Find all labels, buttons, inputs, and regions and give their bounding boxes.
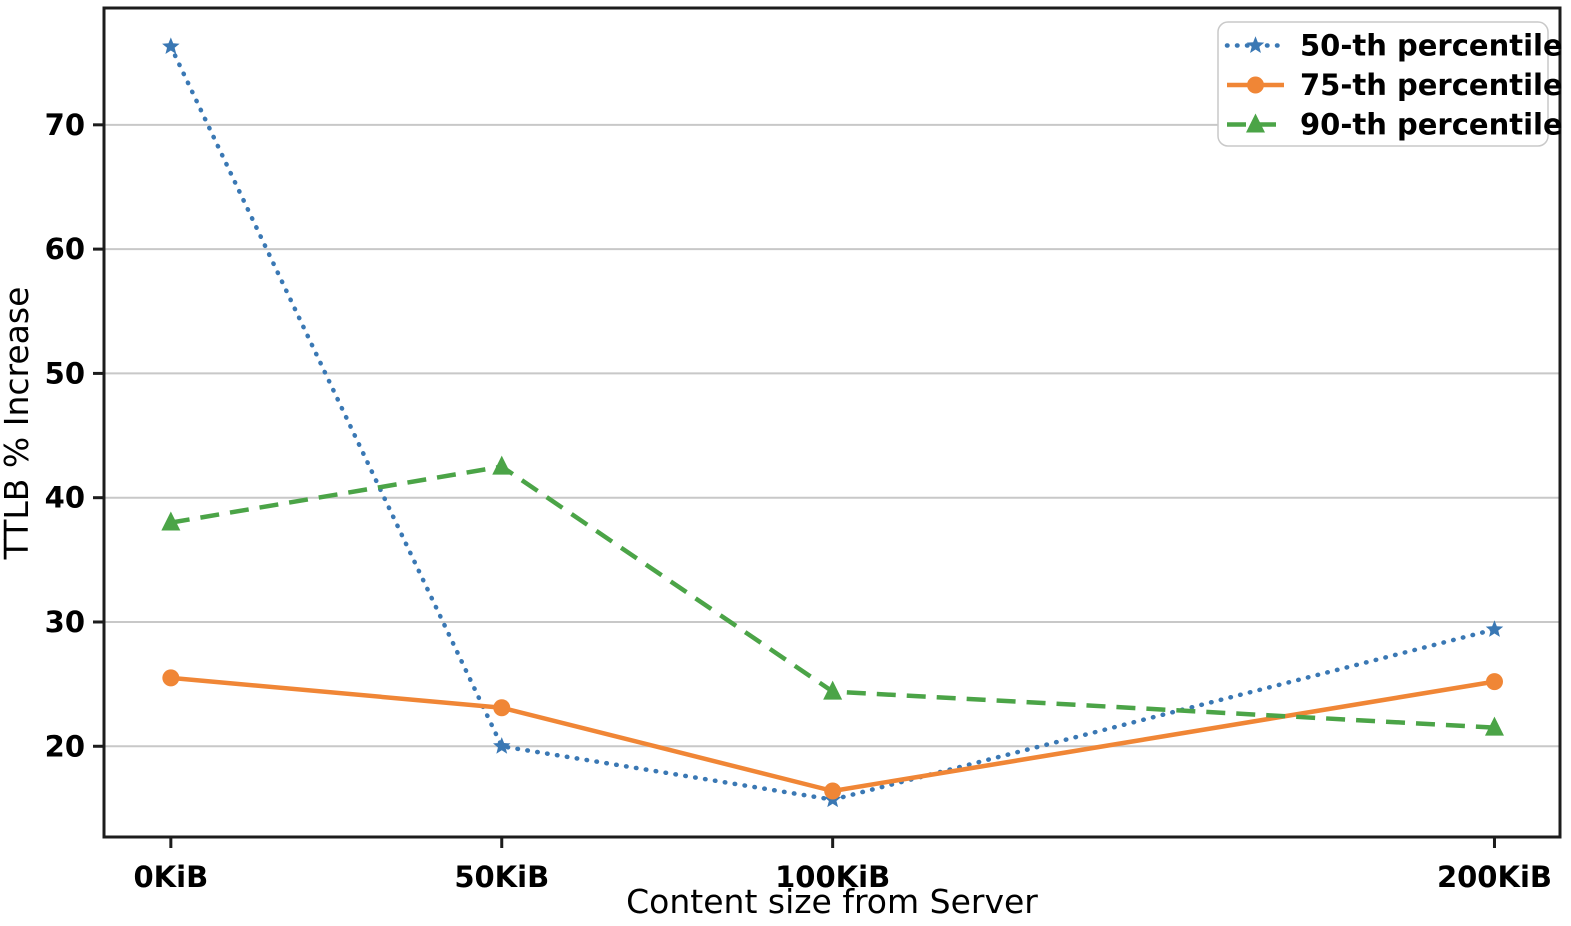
y-tick-label: 20 bbox=[45, 729, 85, 763]
chart-render-root: 20 30 40 50 60 70 0KiB 50KiB 100KiB 200KiB 50-th p… bbox=[45, 6, 1563, 894]
series-line bbox=[170, 675, 1495, 794]
legend-item-50-th-percentile: 50-th percentile bbox=[1224, 29, 1563, 63]
star-marker bbox=[493, 737, 511, 754]
legend-item-75-th-percentile: 75-th percentile bbox=[1227, 68, 1563, 102]
triangle-marker bbox=[823, 680, 843, 700]
triangle-marker bbox=[161, 511, 181, 531]
triangle-marker bbox=[492, 455, 512, 475]
circle-marker bbox=[162, 669, 180, 687]
series-line bbox=[168, 44, 1497, 802]
y-tick-label: 60 bbox=[45, 232, 85, 266]
x-tick-label: 0KiB bbox=[133, 860, 208, 894]
circle-marker bbox=[824, 782, 842, 800]
circle-marker bbox=[1485, 673, 1503, 691]
legend-item-90-th-percentile: 90-th percentile bbox=[1227, 108, 1563, 142]
series-90-th-percentile bbox=[161, 455, 1504, 736]
y-axis: 20 30 40 50 60 70 bbox=[45, 108, 104, 763]
legend: 50-th percentile 75-th percentile 90-th pe… bbox=[1217, 21, 1563, 147]
series-line bbox=[170, 464, 1495, 730]
star-marker bbox=[1485, 620, 1504, 637]
star-marker bbox=[162, 37, 180, 54]
circle-marker bbox=[493, 699, 511, 717]
series-75-th-percentile bbox=[162, 669, 1503, 800]
x-tick-label: 200KiB bbox=[1437, 860, 1552, 894]
y-axis-label: TTLB % Increase bbox=[0, 287, 36, 561]
y-tick-label: 70 bbox=[45, 108, 85, 142]
circle-marker bbox=[1247, 76, 1264, 94]
legend-label: 75-th percentile bbox=[1300, 68, 1563, 102]
triangle-marker bbox=[1246, 113, 1265, 133]
legend-box bbox=[1217, 21, 1549, 147]
grid-lines bbox=[104, 123, 1560, 748]
x-tick-label: 50KiB bbox=[454, 860, 549, 894]
x-axis: 0KiB 50KiB 100KiB 200KiB bbox=[133, 837, 1552, 894]
x-axis-label: Content size from Server bbox=[626, 882, 1038, 921]
y-tick-label: 40 bbox=[45, 481, 85, 515]
legend-label: 90-th percentile bbox=[1300, 108, 1563, 142]
y-tick-label: 30 bbox=[45, 605, 85, 639]
star-marker bbox=[1246, 36, 1265, 53]
legend-label: 50-th percentile bbox=[1300, 29, 1563, 63]
triangle-marker bbox=[1484, 716, 1504, 736]
x-tick-label: 100KiB bbox=[775, 860, 890, 894]
y-tick-label: 50 bbox=[45, 356, 85, 390]
